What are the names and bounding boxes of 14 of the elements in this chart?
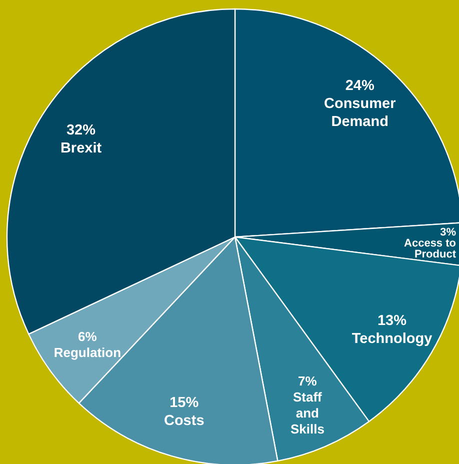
data-label: 15% (170, 395, 199, 412)
slice-label: Regulation (54, 344, 122, 360)
slice-label: Technology (352, 330, 432, 347)
data-label: 32% (66, 122, 96, 138)
data-label: 24% (345, 78, 374, 94)
data-label: 6% (78, 328, 98, 344)
slice-label: Staff and Skills (290, 388, 324, 436)
data-label: 13% (377, 312, 407, 329)
slice-label: Access to Product (404, 238, 456, 261)
data-label: 7% (298, 372, 318, 388)
slice-label: Consumer Demand (324, 96, 396, 130)
slice-label: Costs (164, 413, 204, 430)
data-label: 3% (440, 226, 456, 239)
slice-label: Brexit (60, 140, 102, 156)
